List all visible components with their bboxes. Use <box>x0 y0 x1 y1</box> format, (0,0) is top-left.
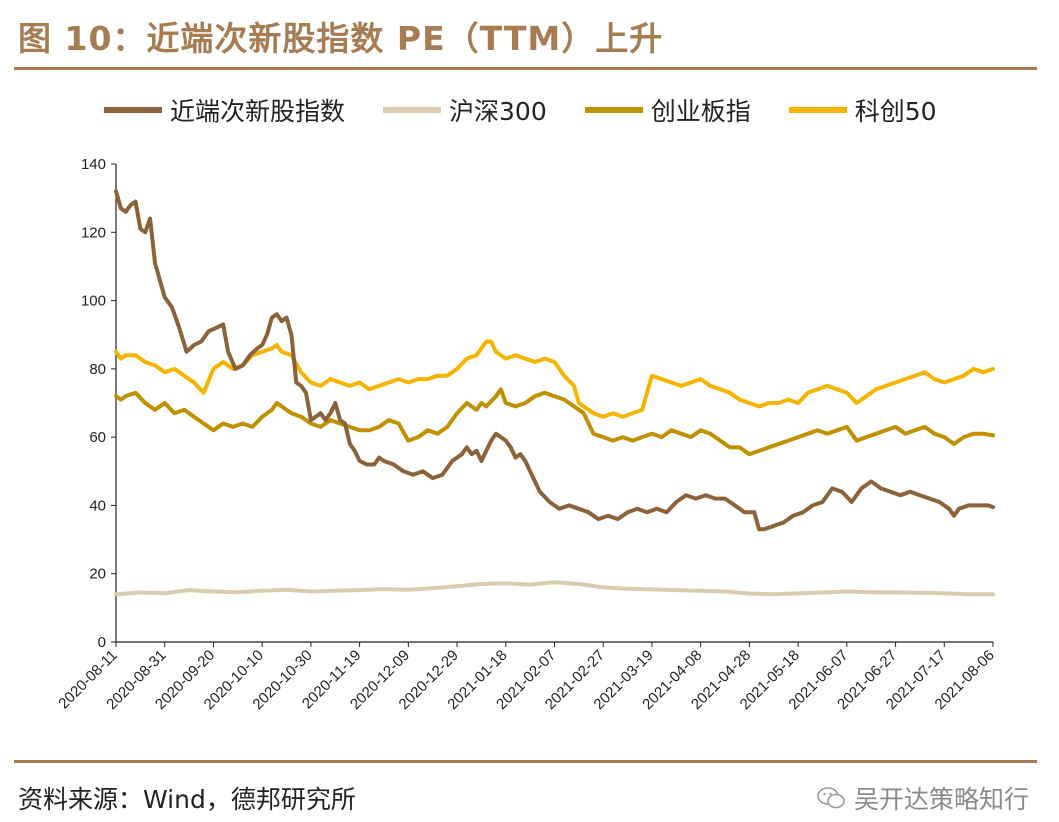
legend-item-1: 沪深300 <box>383 92 547 128</box>
chart-axes: 0204060801001201402020-08-112020-08-3120… <box>55 156 997 713</box>
legend-label-1: 沪深300 <box>449 97 547 126</box>
legend-label-0: 近端次新股指数 <box>170 97 346 126</box>
y-tick-label: 120 <box>81 224 106 241</box>
y-tick-label: 60 <box>89 429 106 446</box>
chart-legend: 近端次新股指数 沪深300 创业板指 科创50 <box>104 92 975 128</box>
series-line-1 <box>114 580 995 597</box>
series-line-2 <box>114 387 995 457</box>
legend-item-0: 近端次新股指数 <box>104 92 345 128</box>
legend-swatch-1 <box>383 107 442 113</box>
y-tick-label: 140 <box>81 156 106 173</box>
legend-item-2: 创业板指 <box>584 92 751 128</box>
legend-label-2: 创业板指 <box>650 97 751 126</box>
y-tick-label: 0 <box>98 634 106 651</box>
wechat-icon <box>817 787 845 809</box>
y-tick-label: 80 <box>89 361 106 378</box>
series-line-3 <box>114 339 995 419</box>
legend-label-3: 科创50 <box>854 97 937 126</box>
watermark: 吴开达策略知行 <box>816 780 1029 816</box>
watermark-text: 吴开达策略知行 <box>853 785 1029 814</box>
legend-swatch-3 <box>788 107 847 113</box>
source-note: 资料来源：Wind，德邦研究所 <box>18 785 356 814</box>
series-line-0 <box>114 189 995 532</box>
legend-swatch-0 <box>104 107 162 113</box>
legend-item-3: 科创50 <box>788 92 937 128</box>
top-divider <box>14 67 1037 70</box>
y-tick-label: 100 <box>81 293 106 310</box>
bottom-divider <box>14 760 1037 763</box>
legend-swatch-2 <box>584 107 643 113</box>
y-tick-label: 40 <box>89 497 106 514</box>
y-tick-label: 20 <box>89 566 106 583</box>
chart-series-lines <box>114 189 995 597</box>
chart-title: 图 10：近端次新股指数 PE（TTM）上升 <box>18 19 664 58</box>
